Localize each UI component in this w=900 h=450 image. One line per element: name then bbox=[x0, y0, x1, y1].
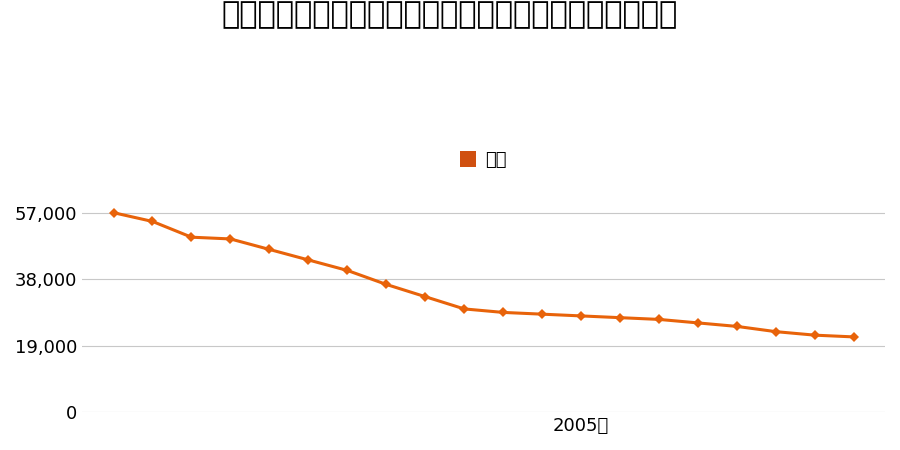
価格 bbox=[186, 234, 197, 240]
価格 bbox=[264, 247, 274, 252]
価格 bbox=[342, 268, 353, 273]
価格 bbox=[732, 324, 742, 329]
価格 bbox=[147, 219, 158, 224]
価格 bbox=[849, 334, 859, 340]
価格 bbox=[225, 236, 236, 242]
価格 bbox=[459, 306, 470, 311]
価格 bbox=[381, 282, 392, 287]
Line: 価格: 価格 bbox=[110, 209, 858, 340]
価格 bbox=[809, 333, 820, 338]
価格 bbox=[536, 311, 547, 317]
価格 bbox=[576, 313, 587, 319]
Legend: 価格: 価格 bbox=[454, 144, 513, 176]
価格 bbox=[498, 310, 508, 315]
価格 bbox=[303, 257, 314, 263]
価格 bbox=[653, 317, 664, 322]
価格 bbox=[615, 315, 626, 320]
価格 bbox=[770, 329, 781, 334]
価格 bbox=[108, 210, 119, 216]
価格 bbox=[419, 294, 430, 299]
価格 bbox=[693, 320, 704, 326]
Text: 埼玉県蓮田市大字江ケ崎字天神台１６０７番の地価推移: 埼玉県蓮田市大字江ケ崎字天神台１６０７番の地価推移 bbox=[222, 0, 678, 29]
